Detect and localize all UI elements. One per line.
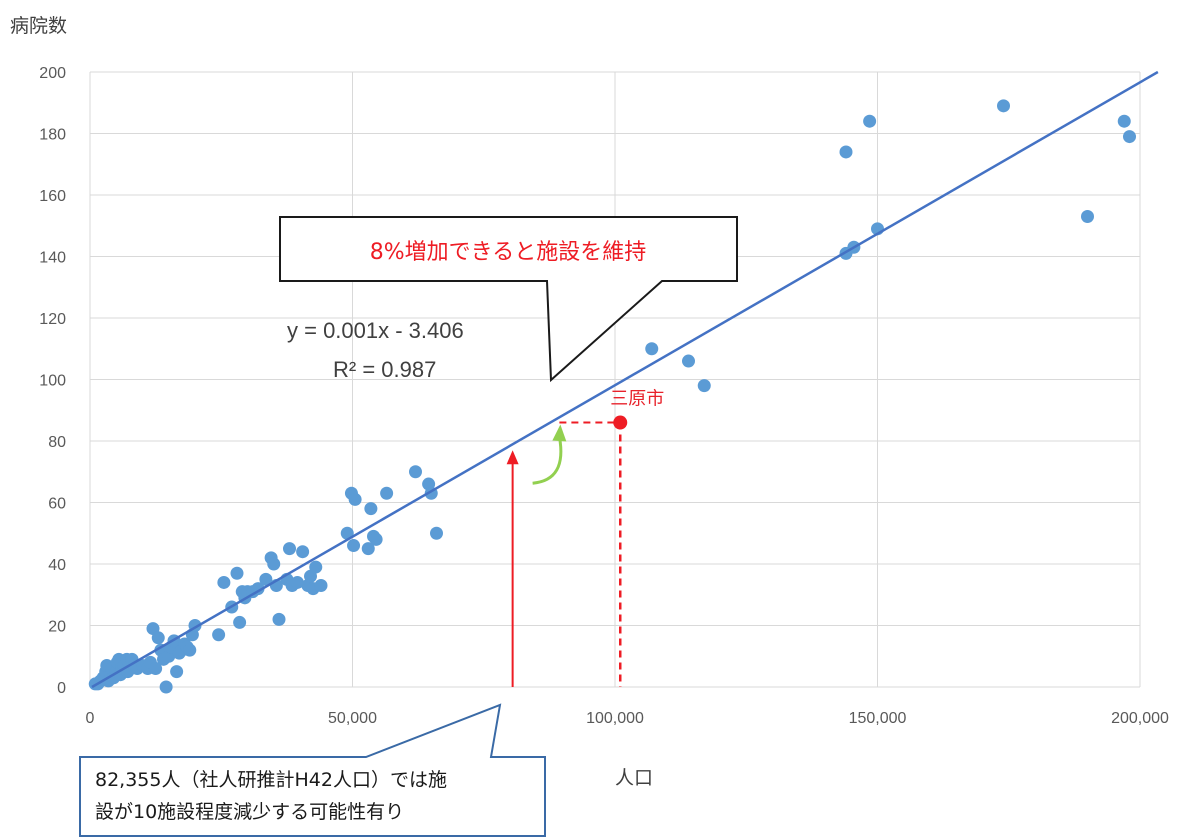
data-point (380, 486, 394, 500)
data-point (314, 579, 328, 593)
data-point (183, 643, 197, 657)
data-point (1117, 114, 1131, 128)
highlight-point (613, 415, 628, 430)
x-tick-label: 50,000 (328, 710, 377, 727)
annotation-overlay: 三原市 (506, 389, 664, 687)
increase-arrow-head (552, 424, 567, 442)
data-point (697, 379, 711, 393)
data-point (369, 532, 383, 546)
x-tick-label: 150,000 (849, 710, 907, 727)
data-point (233, 615, 247, 629)
gridlines (89, 71, 1141, 688)
y-tick-label: 20 (48, 619, 66, 636)
highlight-point-label: 三原市 (610, 389, 664, 410)
top-callout-box (279, 216, 738, 383)
data-point (1081, 210, 1094, 224)
y-tick-label: 140 (39, 250, 66, 267)
increase-arrow-curve (532, 436, 563, 485)
y-axis-title: 病院数 (10, 15, 67, 37)
data-points (88, 99, 1136, 694)
data-point (296, 545, 310, 559)
data-point (863, 114, 877, 128)
data-point (409, 465, 422, 479)
data-point (290, 575, 304, 589)
trendline (91, 70, 1159, 689)
data-point (682, 354, 695, 368)
data-point (1123, 130, 1136, 144)
data-point (645, 342, 659, 356)
bottom-callout-box (79, 703, 546, 837)
data-point (267, 557, 281, 571)
data-point (283, 542, 296, 556)
data-point (259, 572, 273, 586)
data-point (212, 628, 226, 642)
x-tick-label: 200,000 (1111, 710, 1169, 727)
trendline-equation: y = 0.001x - 3.406 (287, 318, 464, 343)
data-point (149, 662, 163, 676)
y-tick-label: 160 (39, 188, 66, 205)
data-point (364, 502, 378, 516)
data-point (272, 612, 286, 626)
y-tick-label: 0 (57, 680, 66, 697)
bottom-callout-line1: 82,355人（社人研推計H42人口）では施 (95, 769, 447, 791)
data-point (309, 560, 323, 574)
y-tick-label: 200 (39, 65, 66, 82)
data-point (347, 539, 361, 553)
data-point (170, 665, 184, 679)
y-tick-label: 80 (48, 434, 66, 451)
trendline-group (91, 70, 1159, 689)
data-point (348, 492, 362, 506)
y-axis-ticks: 0 20 40 60 80 100 120 140 160 180 200 (39, 65, 66, 697)
x-axis-ticks: 0 50,000 100,000 150,000 200,000 (86, 710, 1169, 727)
y-tick-label: 120 (39, 311, 66, 328)
data-point (151, 631, 165, 645)
y-tick-label: 60 (48, 496, 66, 513)
data-point (430, 526, 443, 540)
projection-arrow-head (506, 450, 519, 465)
top-callout-text: 8%増加できると施設を維持 (370, 240, 646, 265)
y-tick-label: 40 (48, 557, 66, 574)
data-point (159, 680, 173, 694)
y-tick-label: 180 (39, 127, 66, 144)
data-point (230, 566, 244, 580)
r-squared-label: R² = 0.987 (333, 357, 436, 382)
data-point (217, 575, 231, 589)
data-point (839, 145, 853, 159)
bottom-callout-line2: 設が10施設程度減少する可能性有り (95, 801, 404, 823)
x-axis-title: 人口 (615, 767, 653, 789)
data-point (997, 99, 1010, 113)
x-tick-label: 0 (86, 710, 95, 727)
data-point (361, 542, 375, 556)
y-tick-label: 100 (39, 373, 66, 390)
x-tick-label: 100,000 (586, 710, 644, 727)
